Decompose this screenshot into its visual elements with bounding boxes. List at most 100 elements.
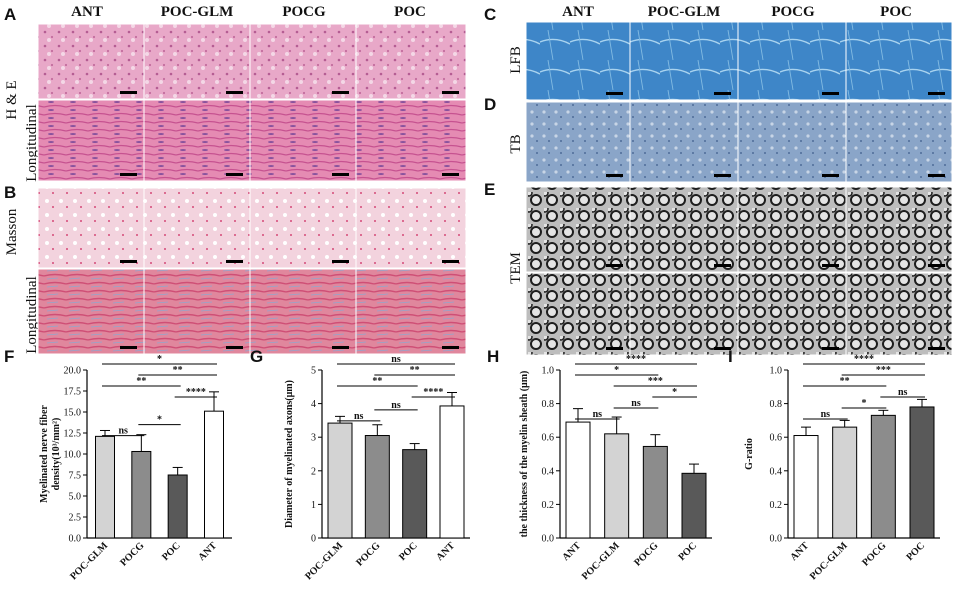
row-label-tb: TB <box>508 134 524 153</box>
micrograph-he-long-poc <box>355 99 467 182</box>
panel-letter-a: A <box>4 5 16 24</box>
micrograph-tb-pocglm <box>629 101 739 183</box>
y-tick-label-i: 1.0 <box>770 366 783 377</box>
category-label-i-2: POCG <box>860 540 888 568</box>
significance-label-h-3: *** <box>648 376 663 387</box>
micrograph-he-ant <box>37 23 145 100</box>
panel-letter-e: E <box>484 180 495 199</box>
y-tick-label-f: 2.5 <box>69 513 82 524</box>
y-axis-label-i: G-ratio <box>744 438 755 470</box>
category-label-h-0: ANT <box>560 540 583 563</box>
y-tick-label-h: 0.2 <box>542 500 555 511</box>
y-tick-label-i: 0.2 <box>770 500 783 511</box>
group-label-poc-left: POC <box>394 4 426 20</box>
scale-bar-masson-poc <box>442 260 459 263</box>
left-micrograph-grid <box>37 23 467 355</box>
scale-bar-he-poc <box>442 91 459 94</box>
micrograph-masson-long-pocg <box>249 268 357 355</box>
category-label-f-0: POC-GLM <box>68 540 110 582</box>
micrograph-masson-long-pocglm <box>143 268 251 355</box>
panel-letter-b: B <box>4 183 16 202</box>
significance-label-h-1: ns <box>631 398 641 409</box>
y-tick-label-g: 5 <box>311 366 316 377</box>
scale-bar-tem-long-ant <box>606 347 623 350</box>
y-tick-label-f: 15.0 <box>64 408 82 419</box>
bar-g-2 <box>402 449 428 539</box>
micrograph-masson-pocg <box>249 187 357 269</box>
significance-label-i-2: ns <box>898 387 908 398</box>
scale-bar-masson-ant <box>120 260 137 263</box>
y-tick-label-i: 0.6 <box>770 433 783 444</box>
bar-h-2 <box>642 445 668 539</box>
scale-bar-tem-poc <box>928 264 945 267</box>
micrograph-he-long-pocglm <box>143 99 251 182</box>
scale-bar-tem-long-pocglm <box>714 347 731 350</box>
micrograph-tem-long-ant <box>525 272 631 356</box>
micrograph-tem-long-poc <box>845 272 953 356</box>
panel-letter-h: H <box>487 347 499 366</box>
scale-bar-tem-pocg <box>822 264 839 267</box>
scale-bar-he-long-ant <box>120 173 137 176</box>
significance-label-i-4: *** <box>876 365 891 376</box>
significance-label-g-4: ** <box>410 365 420 376</box>
micrograph-he-poc <box>355 23 467 100</box>
row-label-lfb: LFB <box>508 46 524 74</box>
y-tick-label-h: 0.8 <box>542 399 555 410</box>
panel-letter-i: I <box>728 347 733 366</box>
bar-g-3 <box>439 405 465 539</box>
scale-bar-masson-long-ant <box>120 346 137 349</box>
micrograph-tb-pocg <box>737 101 847 183</box>
micrograph-tem-ant <box>525 186 631 273</box>
group-label-ant-left: ANT <box>71 4 103 20</box>
scale-bar-masson-long-pocg <box>332 346 349 349</box>
y-tick-label-f: 7.5 <box>69 471 82 482</box>
y-axis-label-f: Myelinated nerve fiberdensity(10³/mm²) <box>39 405 62 503</box>
micrograph-tem-pocg <box>737 186 847 273</box>
scale-bar-masson-long-poc <box>442 346 459 349</box>
significance-label-i-1: * <box>862 398 867 409</box>
row-label-masson: Masson <box>4 208 20 255</box>
micrograph-masson-poc <box>355 187 467 269</box>
micrograph-lfb-ant <box>525 21 631 101</box>
significance-label-i-0: ns <box>821 409 831 420</box>
chart-h-myelin-thickness: 0.0 0.2 0.4 0.6 0.8 1.0 the thickness of the m… <box>519 354 712 582</box>
micrograph-lfb-pocglm <box>629 21 739 101</box>
significance-label-g-5: ns <box>391 354 401 365</box>
y-tick-label-h: 0.0 <box>542 534 555 545</box>
bar-i-2 <box>870 414 896 539</box>
category-label-g-3: ANT <box>434 540 457 563</box>
scale-bar-tem-pocglm <box>714 264 731 267</box>
significance-label-h-5: **** <box>626 354 646 365</box>
scale-bar-tb-pocglm <box>714 174 731 177</box>
significance-label-f-1: * <box>157 415 162 426</box>
bar-i-0 <box>793 435 819 539</box>
micrograph-masson-pocglm <box>143 187 251 269</box>
group-label-ant-right: ANT <box>562 4 594 20</box>
y-tick-label-g: 4 <box>311 399 316 410</box>
significance-label-i-3: ** <box>840 376 850 387</box>
micrograph-he-long-pocg <box>249 99 357 182</box>
bar-g-1 <box>364 435 390 539</box>
y-tick-label-i: 0.0 <box>770 534 783 545</box>
group-label-pocglm-right: POC-GLM <box>648 4 721 20</box>
bar-h-3 <box>681 472 707 539</box>
category-label-h-1: POC-GLM <box>580 540 622 582</box>
bar-f-2 <box>167 474 188 539</box>
scale-bar-he-ant <box>120 91 137 94</box>
y-axis-label-g: Diameter of myelinated axons(μm) <box>284 380 295 528</box>
micrograph-he-long-ant <box>37 99 145 182</box>
micrograph-tb-poc <box>845 101 953 183</box>
micrograph-tem-pocglm <box>629 186 739 273</box>
panel-letter-c: C <box>484 5 496 24</box>
panel-letter-g: G <box>250 347 263 366</box>
micrograph-tem-long-pocglm <box>629 272 739 356</box>
significance-label-h-4: * <box>614 365 619 376</box>
scale-bar-he-pocglm <box>226 91 243 94</box>
bar-f-1 <box>131 450 152 539</box>
scale-bar-tem-long-pocg <box>822 347 839 350</box>
category-label-g-1: POCG <box>354 540 382 568</box>
micrograph-masson-long-ant <box>37 268 145 355</box>
micrograph-he-pocg <box>249 23 357 100</box>
